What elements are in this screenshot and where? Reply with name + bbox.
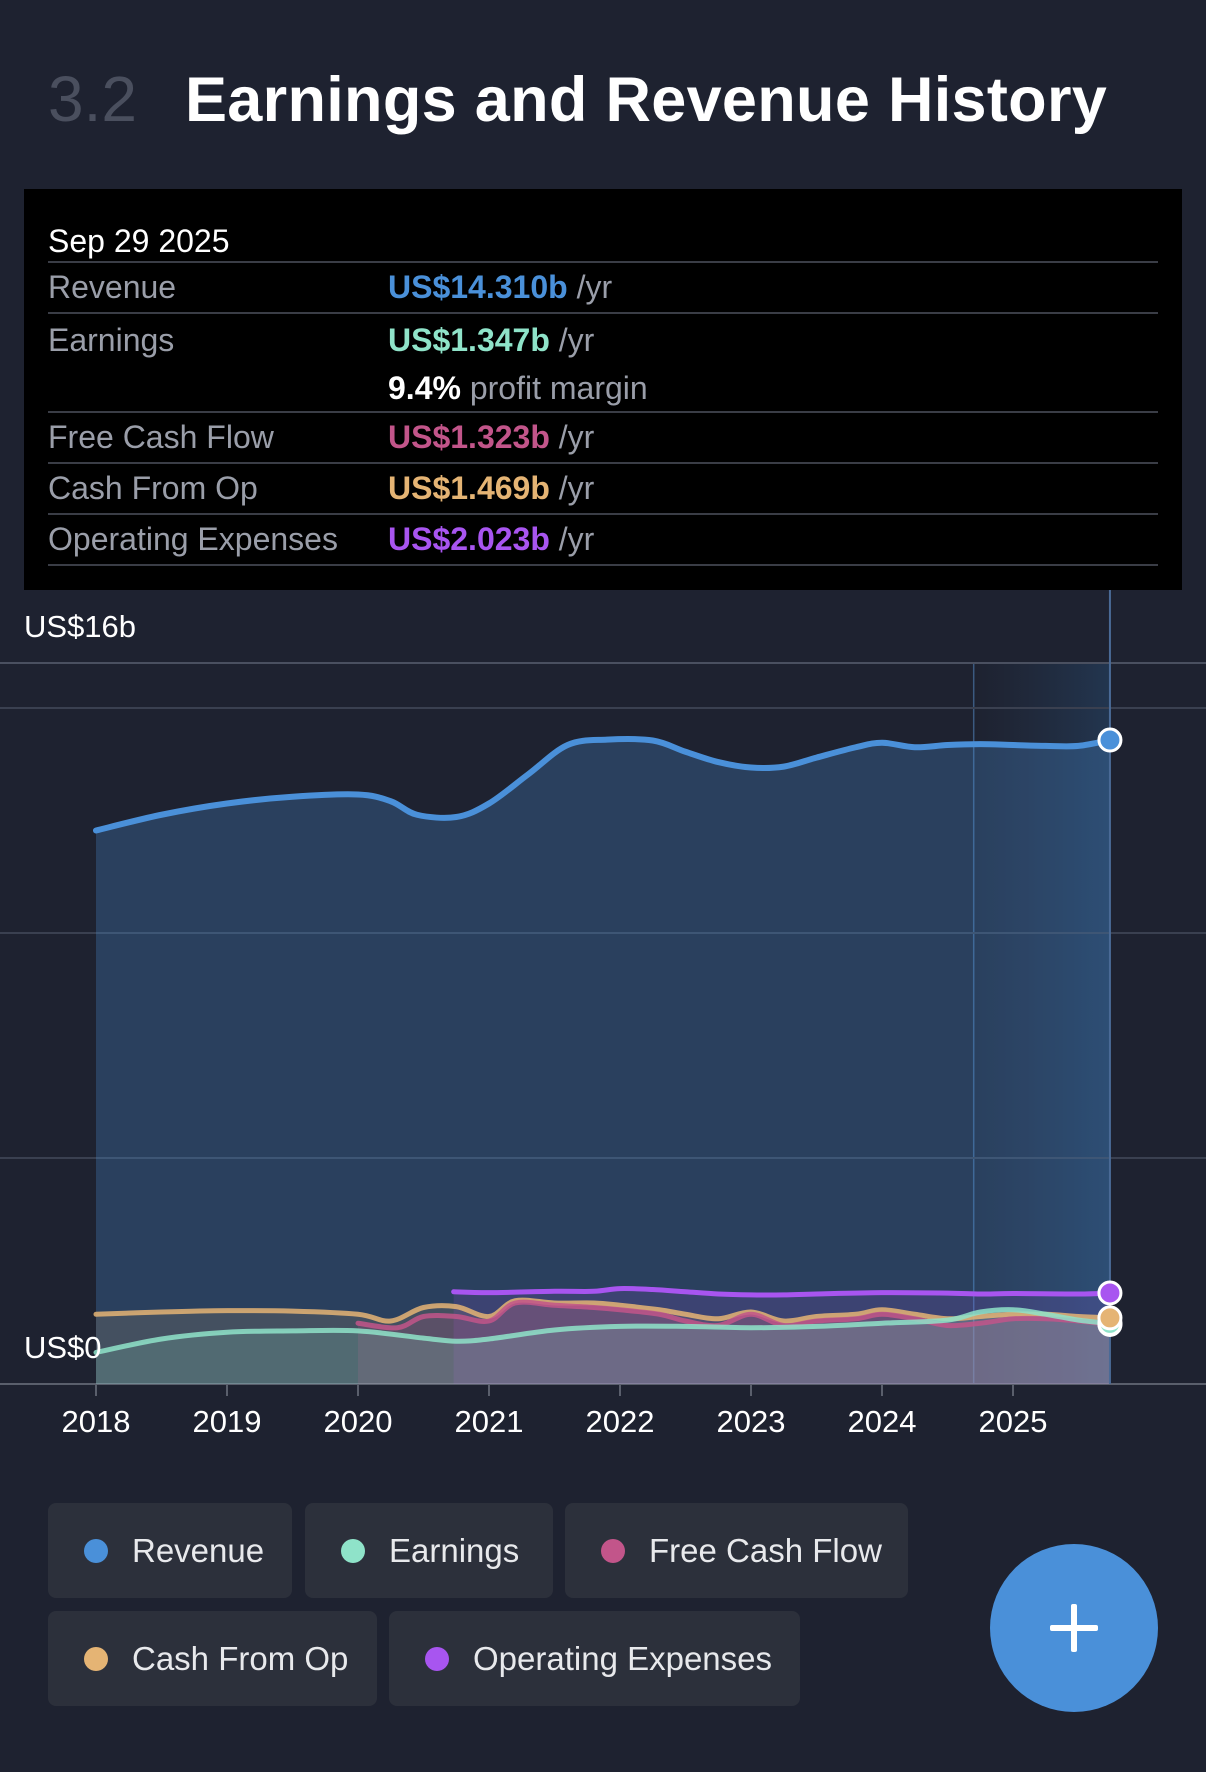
operating-expenses-area (453, 1288, 1110, 1384)
tooltip-value: US$1.469b (388, 470, 550, 506)
revenue-dot-icon (84, 1538, 108, 1563)
tooltip-unit: /yr (558, 521, 595, 557)
page-title: Earnings and Revenue History (184, 65, 1108, 135)
tooltip-unit: /yr (576, 269, 613, 305)
tooltip-row-revenue: Revenue US$14.310b /yr (48, 261, 1158, 312)
tooltip-row-free-cash-flow: Free Cash Flow US$1.323b /yr (48, 411, 1158, 462)
operating-expenses-end-point[interactable] (1097, 1280, 1123, 1306)
revenue-area (96, 738, 1110, 1384)
x-tick-label: 2023 (717, 1404, 786, 1439)
x-tick-label: 2025 (979, 1404, 1048, 1439)
x-tick-label: 2022 (586, 1404, 655, 1439)
tooltip-unit: /yr (558, 470, 595, 506)
revenue-end-point[interactable] (1097, 727, 1123, 753)
tooltip-date: Sep 29 2025 (48, 223, 230, 259)
legend-label: Free Cash Flow (649, 1531, 882, 1569)
tooltip-row-earnings: Earnings US$1.347b /yr 9.4% profit margi… (48, 312, 1158, 411)
tooltip-unit: /yr (558, 419, 595, 455)
legend-chip-operating-expenses[interactable]: Operating Expenses (389, 1611, 800, 1706)
x-tick-label: 2019 (193, 1404, 262, 1439)
operating-expenses-line (451, 1286, 1113, 1298)
tooltip-label: Revenue (48, 269, 177, 305)
earnings-revenue-chart[interactable]: 2018 2019 2020 2021 2022 2023 2024 2025 US$16b … (0, 590, 1206, 1490)
x-tick-label: 2024 (848, 1404, 917, 1439)
tooltip-label: Free Cash Flow (48, 419, 274, 455)
section-number: 3.2 (48, 63, 137, 135)
revenue-line (93, 736, 1113, 834)
operating-expenses-dot-icon (425, 1646, 449, 1671)
plus-icon (1050, 1604, 1098, 1652)
free-cash-flow-line (355, 1299, 1113, 1331)
profit-margin-value: 9.4% (388, 369, 461, 406)
section-header: 3.2 Earnings and Revenue History (48, 62, 1107, 136)
add-button[interactable] (990, 1544, 1158, 1712)
tooltip-unit: /yr (558, 321, 595, 358)
x-tick-label: 2018 (62, 1404, 131, 1439)
earnings-area (96, 1309, 1110, 1384)
forecast-band (973, 663, 1110, 1384)
x-tick-label: 2021 (455, 1404, 524, 1439)
cash-from-op-dot-icon (84, 1646, 108, 1671)
legend-chip-free-cash-flow[interactable]: Free Cash Flow (565, 1503, 908, 1598)
profit-margin-label: profit margin (469, 369, 648, 406)
legend-label: Revenue (132, 1531, 265, 1569)
earnings-line (93, 1307, 1113, 1355)
legend-label: Cash From Op (132, 1639, 349, 1677)
tooltip-value: US$1.323b (388, 419, 550, 455)
tooltip-row-cash-from-op: Cash From Op US$1.469b /yr (48, 462, 1158, 513)
y-axis-bottom-label: US$0 (24, 1330, 102, 1365)
tooltip-divider (48, 564, 1158, 566)
legend-label: Earnings (389, 1531, 520, 1569)
legend-chip-earnings[interactable]: Earnings (305, 1503, 553, 1598)
tooltip-label: Operating Expenses (48, 521, 338, 557)
tooltip-label: Cash From Op (48, 470, 258, 506)
x-tick-label: 2020 (324, 1404, 393, 1439)
legend-chip-cash-from-op[interactable]: Cash From Op (48, 1611, 377, 1706)
chart-tooltip: Sep 29 2025 Revenue US$14.310b /yr Earni… (24, 189, 1182, 590)
cash-from-op-end-point[interactable] (1097, 1305, 1123, 1331)
free-cash-flow-dot-icon (601, 1538, 625, 1563)
tooltip-row-operating-expenses: Operating Expenses US$2.023b /yr (48, 513, 1158, 564)
legend-chip-revenue[interactable]: Revenue (48, 1503, 292, 1598)
tooltip-value: US$2.023b (388, 521, 550, 557)
legend-label: Operating Expenses (473, 1639, 773, 1677)
tooltip-label: Earnings (48, 322, 175, 358)
tooltip-value: US$1.347b (388, 321, 550, 358)
earnings-dot-icon (341, 1538, 365, 1563)
y-axis-top-label: US$16b (24, 609, 136, 644)
tooltip-value: US$14.310b (388, 269, 568, 305)
